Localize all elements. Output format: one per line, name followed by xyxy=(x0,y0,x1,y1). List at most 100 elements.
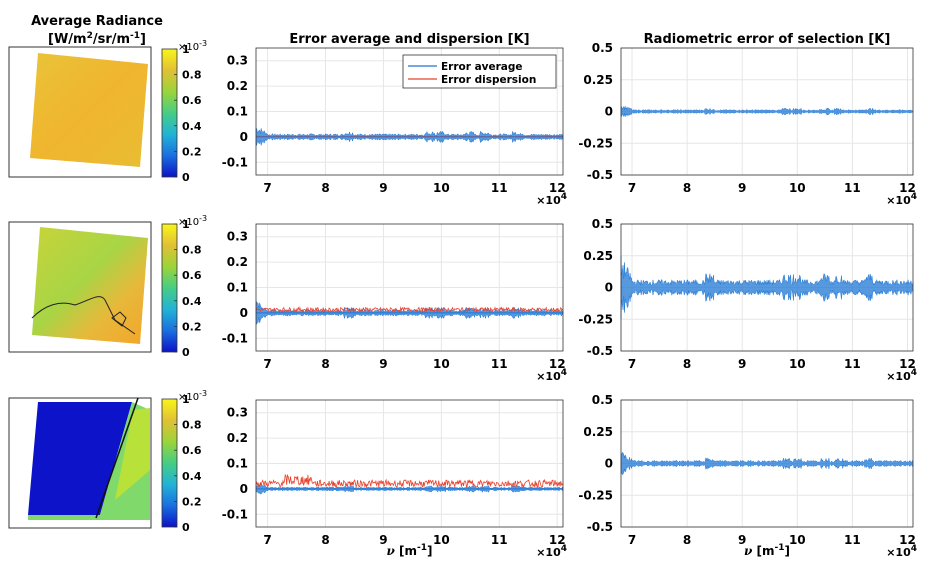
colorbar-exponent: ×10-3 xyxy=(178,39,207,53)
y-tick-label: -0.25 xyxy=(578,488,613,502)
colorbar-1: 0 0.2 0.4 0.6 0.8 1×10-3 xyxy=(161,39,207,184)
y-tick-label: 0.25 xyxy=(583,249,613,263)
colorbar-tick-label: 0.8 xyxy=(182,69,202,82)
x-tick-label: 12 xyxy=(899,357,916,371)
axes-frame xyxy=(255,47,564,176)
axes-frame xyxy=(255,223,564,352)
colorbar-tick-label: 0.8 xyxy=(182,419,202,432)
x-tick-label: 10 xyxy=(789,357,806,371)
axes-frame xyxy=(620,47,914,176)
colorbar-tick-label: 0 xyxy=(182,171,190,184)
x-tick-label: 7 xyxy=(263,181,271,195)
y-tick-label: 0 xyxy=(605,457,613,471)
chart-panel-3: 7 8 9 10 11 12 -0.1 0 0.1 0.2 0.3 ×104 xyxy=(222,223,567,383)
chart-panel-1: 7 8 9 10 11 12 -0.1 0 0.1 0.2 0.3 ×104 Error average… xyxy=(222,32,567,207)
x-multiplier: ×104 xyxy=(536,544,567,559)
chart-title: Error average and dispersion [K] xyxy=(289,32,529,47)
legend-entry: Error average xyxy=(441,61,523,73)
colorbar-exponent: ×10-3 xyxy=(178,214,207,228)
y-tick-label: 0.3 xyxy=(227,406,248,420)
x-multiplier: ×104 xyxy=(886,368,917,383)
y-tick-label: -0.5 xyxy=(587,168,613,182)
colorbar-tick-label: 0 xyxy=(182,346,190,359)
radiance-map-2 xyxy=(8,221,152,353)
axes-frame xyxy=(620,223,914,352)
x-multiplier: ×104 xyxy=(536,368,567,383)
x-tick-label: 12 xyxy=(549,181,566,195)
chart-panel-6: 7 8 9 10 11 12 -0.5 -0.25 0 0.25 0.5 ×104 ν [m-1] xyxy=(578,393,917,559)
x-tick-label: 9 xyxy=(379,181,387,195)
x-axis-label: ν [m-1] xyxy=(387,543,433,558)
x-tick-label: 8 xyxy=(683,533,691,547)
x-multiplier: ×104 xyxy=(886,544,917,559)
y-tick-label: 0.25 xyxy=(583,73,613,87)
y-tick-label: 0.2 xyxy=(227,79,248,93)
colorbar-tick-label: 1 xyxy=(182,43,190,56)
y-tick-label: 0.1 xyxy=(227,457,248,471)
radiance-map-3 xyxy=(8,397,152,529)
axes-frame xyxy=(255,399,564,528)
colorbar-tick-label: 0.6 xyxy=(182,269,202,282)
colorbar-tick-label: 0.6 xyxy=(182,444,202,457)
x-tick-label: 12 xyxy=(899,533,916,547)
x-tick-label: 12 xyxy=(549,357,566,371)
colorbar-tick-label: 0 xyxy=(182,521,190,534)
x-tick-label: 9 xyxy=(738,357,746,371)
x-tick-label: 10 xyxy=(433,533,450,547)
y-tick-label: -0.1 xyxy=(222,507,248,521)
x-tick-label: 10 xyxy=(789,181,806,195)
radiance-map-1 xyxy=(8,46,152,178)
x-tick-label: 11 xyxy=(844,533,861,547)
x-tick-label: 12 xyxy=(549,533,566,547)
y-tick-label: 0.5 xyxy=(592,41,613,55)
colorbar-tick-label: 0.2 xyxy=(182,495,202,508)
y-tick-label: 0.3 xyxy=(227,230,248,244)
x-tick-label: 11 xyxy=(491,181,508,195)
error-dispersion-line xyxy=(255,306,564,314)
chart-panel-4: 7 8 9 10 11 12 -0.5 -0.25 0 0.25 0.5 ×104 xyxy=(578,217,917,383)
y-tick-label: -0.1 xyxy=(222,331,248,345)
legend-entry: Error dispersion xyxy=(441,74,536,86)
y-tick-label: -0.5 xyxy=(587,344,613,358)
x-tick-label: 9 xyxy=(738,181,746,195)
y-tick-label: -0.25 xyxy=(578,136,613,150)
chart-panel-5: 7 8 9 10 11 12 -0.1 0 0.1 0.2 0.3 ×104 ν [m-1] xyxy=(222,399,567,559)
radiance-title: Average Radiance xyxy=(31,14,163,29)
x-multiplier: ×104 xyxy=(536,192,567,207)
x-tick-label: 7 xyxy=(628,533,636,547)
colorbar-tick-label: 0.8 xyxy=(182,244,202,257)
colorbar-tick-label: 1 xyxy=(182,218,190,231)
x-multiplier: ×104 xyxy=(886,192,917,207)
y-tick-label: 0.5 xyxy=(592,217,613,231)
y-tick-label: 0.5 xyxy=(592,393,613,407)
colorbar-3: 0 0.2 0.4 0.6 0.8 1×10-3 xyxy=(161,389,207,534)
x-tick-label: 8 xyxy=(683,181,691,195)
x-tick-label: 11 xyxy=(491,357,508,371)
x-axis-label: ν [m-1] xyxy=(744,543,790,558)
colorbar-tick-label: 0.4 xyxy=(182,470,202,483)
colorbar-tick-label: 0.2 xyxy=(182,145,202,158)
y-tick-label: 0 xyxy=(605,281,613,295)
colorbar-2: 0 0.2 0.4 0.6 0.8 1×10-3 xyxy=(161,214,207,359)
y-tick-label: 0.1 xyxy=(227,281,248,295)
x-tick-label: 12 xyxy=(899,181,916,195)
radiance-units: [W/m2/sr/m-1] xyxy=(48,31,146,47)
x-tick-label: 8 xyxy=(321,533,329,547)
y-tick-label: 0.25 xyxy=(583,425,613,439)
x-tick-label: 10 xyxy=(433,357,450,371)
x-tick-label: 9 xyxy=(738,533,746,547)
y-tick-label: -0.1 xyxy=(222,155,248,169)
x-tick-label: 8 xyxy=(683,357,691,371)
colorbar-tick-label: 0.2 xyxy=(182,320,202,333)
x-tick-label: 8 xyxy=(321,357,329,371)
x-tick-label: 9 xyxy=(379,533,387,547)
y-tick-label: 0 xyxy=(240,482,248,496)
colorbar-exponent: ×10-3 xyxy=(178,389,207,403)
y-tick-label: 0 xyxy=(240,306,248,320)
x-tick-label: 11 xyxy=(844,181,861,195)
x-tick-label: 10 xyxy=(433,181,450,195)
x-tick-label: 7 xyxy=(628,357,636,371)
x-tick-label: 9 xyxy=(379,357,387,371)
y-tick-label: 0 xyxy=(240,130,248,144)
